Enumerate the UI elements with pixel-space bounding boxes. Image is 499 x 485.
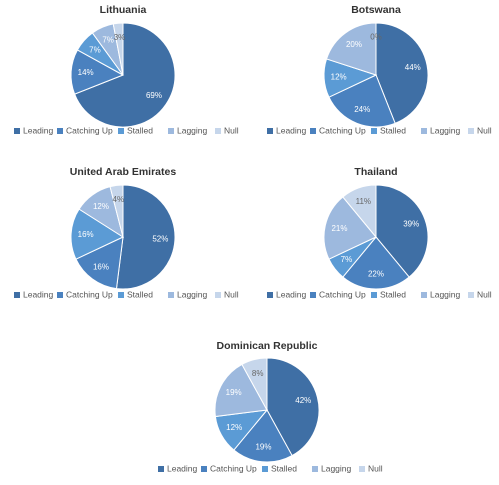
data-label: 39% [403, 219, 419, 228]
pie-slice [266, 357, 320, 457]
data-label: 4% [113, 195, 125, 204]
pie-slice [328, 74, 396, 128]
pie-slice [342, 236, 410, 290]
pie-slice [323, 196, 377, 260]
legend-label: Lagging [430, 125, 461, 135]
legend-label: Lagging [321, 463, 352, 473]
legend-swatch [262, 466, 268, 472]
data-label: 16% [78, 230, 94, 239]
data-label: 24% [354, 105, 370, 114]
legend-swatch [201, 466, 207, 472]
pie-slice [75, 236, 124, 290]
legend-label: Lagging [177, 289, 208, 299]
pie-slice [112, 22, 124, 76]
data-label: 14% [78, 68, 94, 77]
data-label: 12% [93, 202, 109, 211]
legend-label: Null [477, 289, 492, 299]
data-label: 44% [405, 63, 421, 72]
legend-label: Leading [167, 463, 198, 473]
legend-label: Leading [276, 125, 307, 135]
chart-title: United Arab Emirates [70, 166, 177, 178]
legend-label: Null [368, 463, 383, 473]
chart-title: Thailand [354, 166, 397, 178]
pie-slice [342, 184, 377, 239]
legend-swatch [468, 128, 474, 134]
data-label: 12% [226, 423, 242, 432]
legend-swatch [310, 128, 316, 134]
data-label: 20% [346, 40, 362, 49]
data-label: 11% [356, 197, 371, 206]
data-label: 3% [114, 33, 126, 42]
data-label: 19% [226, 388, 242, 397]
legend-swatch [310, 292, 316, 298]
pie-slice [375, 184, 429, 278]
pie-slice [325, 22, 377, 76]
data-label: 69% [146, 91, 162, 100]
chart-title: Botswana [351, 4, 401, 16]
pie-slice [70, 208, 125, 260]
legend-label: Null [224, 125, 239, 135]
data-label: 7% [102, 36, 114, 45]
legend-swatch [168, 128, 174, 134]
pie-slice [74, 22, 176, 128]
data-label: 21% [331, 224, 347, 233]
legend-label: Null [224, 289, 239, 299]
legend-swatch [267, 128, 273, 134]
legend-label: Lagging [430, 289, 461, 299]
legend-label: Catching Up [66, 125, 113, 135]
pie-slice [241, 357, 268, 411]
legend-label: Catching Up [319, 289, 366, 299]
legend-swatch [371, 128, 377, 134]
legend-swatch [14, 292, 20, 298]
data-label: 7% [341, 255, 353, 264]
legend-swatch [158, 466, 164, 472]
legend-label: Stalled [127, 125, 153, 135]
legend-label: Stalled [127, 289, 153, 299]
legend-label: Catching Up [319, 125, 366, 135]
legend-swatch [468, 292, 474, 298]
pie-slice [233, 409, 293, 463]
legend-label: Catching Up [210, 463, 257, 473]
data-label: 52% [152, 234, 168, 243]
pie-slice [109, 184, 124, 238]
data-label: 19% [255, 442, 271, 451]
data-label: 8% [252, 369, 264, 378]
legend-swatch [215, 128, 221, 134]
legend-label: Catching Up [66, 289, 113, 299]
legend-swatch [14, 128, 20, 134]
legend-label: Stalled [380, 289, 406, 299]
data-label: 16% [93, 262, 109, 271]
legend-swatch [267, 292, 273, 298]
pie-slice [115, 184, 176, 290]
legend-label: Leading [23, 125, 54, 135]
data-label: 42% [295, 396, 311, 405]
legend-swatch [57, 292, 63, 298]
legend-label: Lagging [177, 125, 208, 135]
data-label: 22% [368, 270, 384, 279]
legend-label: Stalled [271, 463, 297, 473]
legend-swatch [312, 466, 318, 472]
legend-label: Null [477, 125, 492, 135]
chart-title: Lithuania [100, 4, 147, 16]
data-label: 7% [89, 45, 101, 54]
legend-label: Leading [276, 289, 307, 299]
legend-swatch [215, 292, 221, 298]
data-label: 12% [331, 72, 347, 81]
pie-slice [375, 22, 429, 124]
legend-label: Leading [23, 289, 54, 299]
legend-swatch [421, 292, 427, 298]
legend-swatch [118, 292, 124, 298]
chart-title: Dominican Republic [217, 340, 318, 352]
legend-swatch [118, 128, 124, 134]
legend-swatch [359, 466, 365, 472]
pie-slice [214, 363, 268, 418]
legend-swatch [57, 128, 63, 134]
legend-label: Stalled [380, 125, 406, 135]
legend-swatch [421, 128, 427, 134]
data-label: 0% [370, 33, 382, 42]
legend-swatch [168, 292, 174, 298]
legend-swatch [371, 292, 377, 298]
